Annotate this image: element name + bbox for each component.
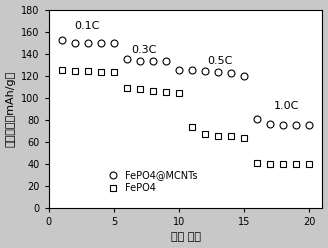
X-axis label: 循环 次数: 循环 次数	[171, 232, 200, 243]
Text: 0.3C: 0.3C	[131, 45, 156, 55]
Y-axis label: 放电比容（mAh/g）: 放电比容（mAh/g）	[6, 71, 15, 147]
Text: 1.0C: 1.0C	[274, 101, 299, 111]
Text: 0.1C: 0.1C	[75, 21, 100, 31]
Legend: FePO4@MCNTs, FePO4: FePO4@MCNTs, FePO4	[103, 170, 198, 193]
Text: 0.5C: 0.5C	[208, 56, 233, 65]
